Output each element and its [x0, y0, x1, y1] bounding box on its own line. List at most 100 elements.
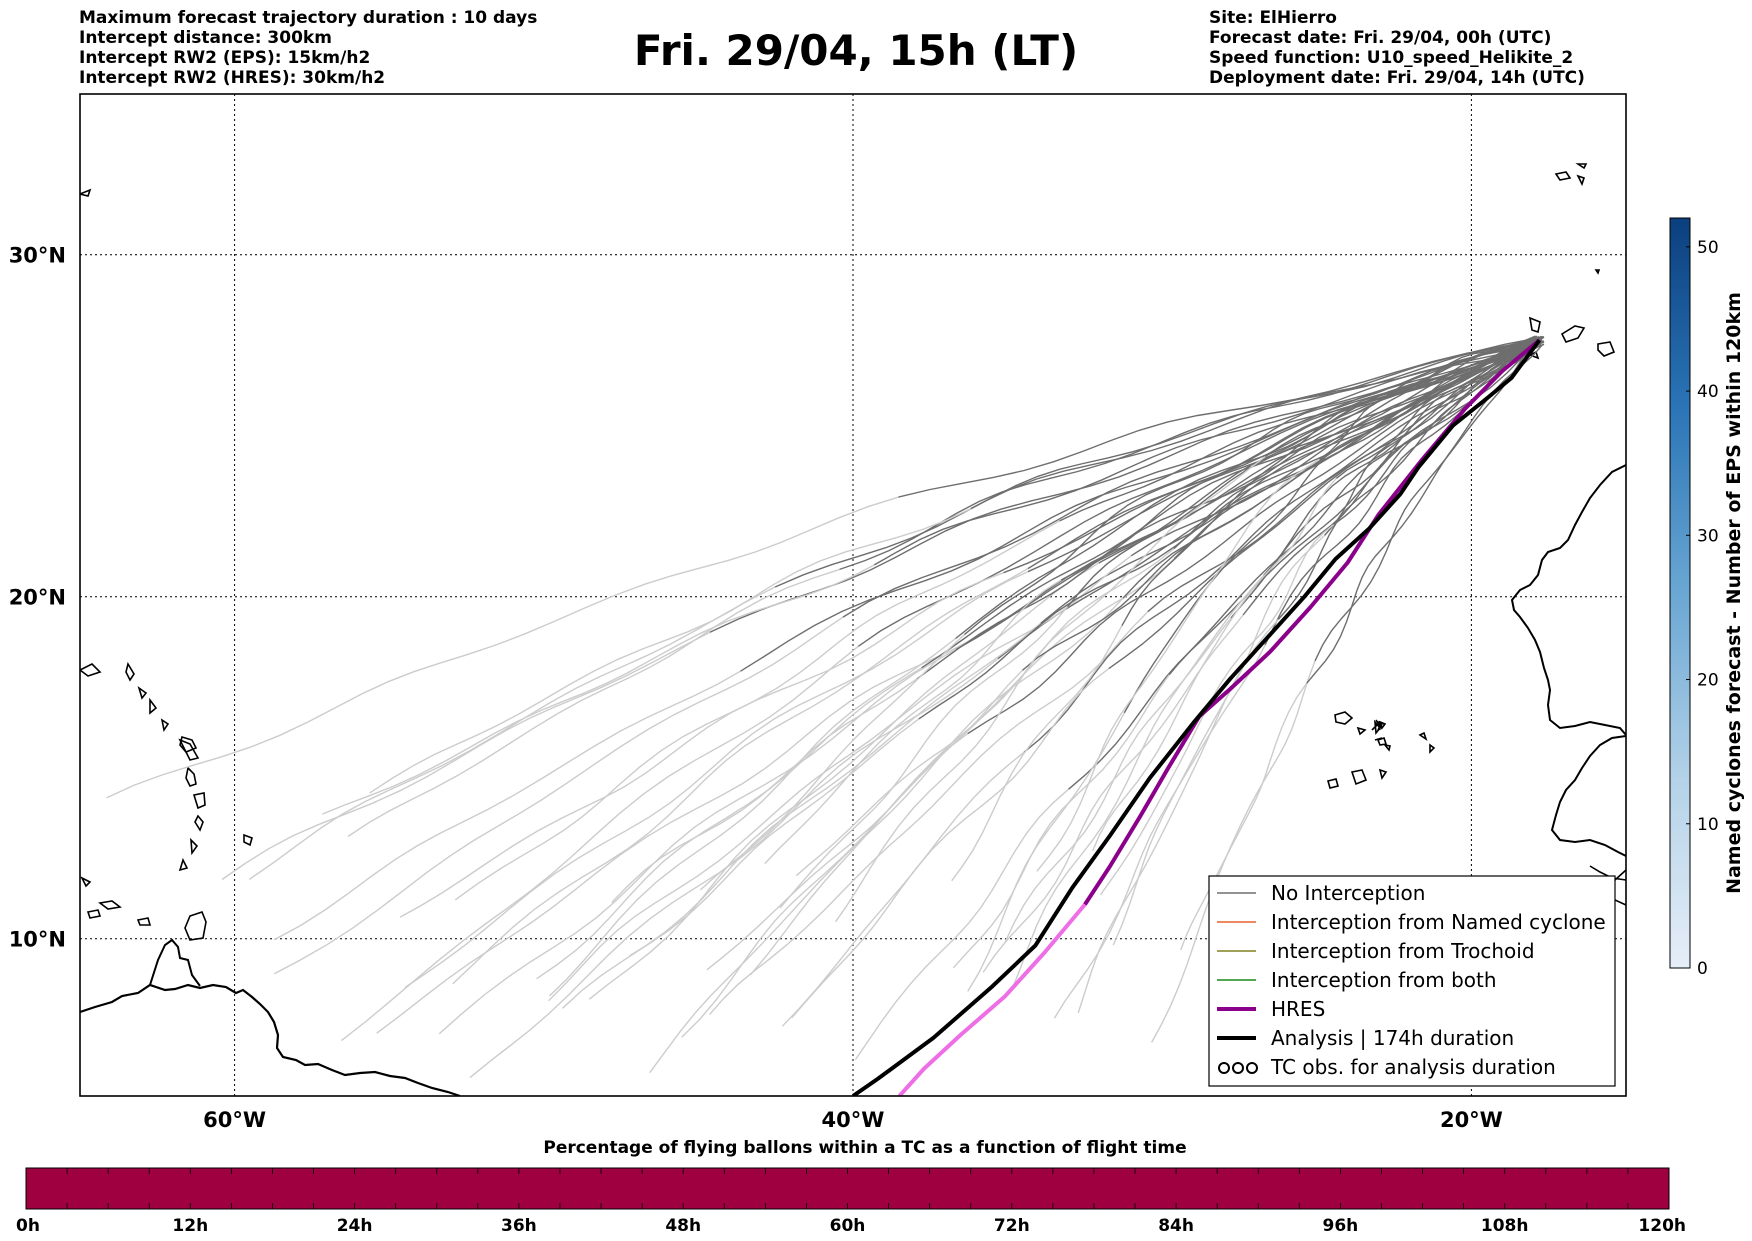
lesser-antilles-8	[185, 766, 197, 787]
eps-trajectory-late	[322, 564, 875, 815]
cape-verde-2	[1356, 726, 1367, 736]
eps-trajectory-late	[1180, 682, 1308, 951]
africa-coast	[1510, 464, 1626, 736]
curacao-aruba	[98, 900, 122, 910]
eps-trajectory-late	[699, 634, 965, 891]
margarita	[136, 917, 152, 926]
hres-trajectory	[1083, 338, 1541, 906]
tc-obs-marker	[1246, 1062, 1258, 1074]
lesser-antilles-7	[178, 738, 200, 761]
lesser-antilles-2	[125, 661, 135, 682]
lat-tick-label: 20°N	[9, 586, 66, 610]
eps-trajectory	[1324, 335, 1540, 536]
legend-label: Interception from both	[1271, 968, 1497, 992]
legend-label: Analysis | 174h duration	[1271, 1026, 1514, 1050]
eps-trajectory-late	[1150, 660, 1316, 1043]
eps-trajectory	[1264, 341, 1545, 458]
legend-label: HRES	[1271, 997, 1325, 1021]
trinidad-island	[184, 911, 207, 941]
eps-trajectory-late	[588, 562, 1100, 1000]
eps-trajectory-late	[649, 597, 1124, 1074]
canary-island-3	[1597, 341, 1616, 357]
canary-island-1	[1528, 316, 1541, 334]
eps-trajectory-late	[952, 674, 1170, 969]
eps-trajectory	[839, 340, 1545, 571]
eps-trajectory	[774, 335, 1542, 588]
lat-tick-label: 10°N	[9, 928, 66, 952]
madeira-island	[1554, 171, 1572, 181]
colorbar-time-label: 0h	[16, 1216, 40, 1236]
colorbar-tick-label: 0	[1697, 959, 1708, 979]
colorbar-tick-label: 40	[1697, 382, 1719, 402]
colorbar-time-label: 12h	[172, 1216, 208, 1236]
canary-island-5	[1528, 350, 1540, 360]
eps-trajectory	[1068, 337, 1541, 790]
eps-trajectory-late	[438, 648, 957, 1035]
colorbar-time-label: 60h	[830, 1216, 866, 1236]
legend: No Interception Interception from Named c…	[1208, 875, 1616, 1087]
cape-verde-11	[1371, 723, 1379, 731]
eps-trajectory-late	[764, 579, 1062, 865]
eps-trajectory-late	[273, 670, 741, 941]
eps-trajectory	[1314, 339, 1536, 662]
cape-verde-south-4	[1378, 768, 1388, 780]
lesser-antilles-12	[178, 857, 189, 872]
eps-trajectory	[1060, 341, 1542, 581]
eps-trajectory-late	[706, 733, 969, 971]
map-border	[79, 93, 1627, 1097]
cape-verde-sal	[1379, 721, 1385, 725]
eps-trajectory-late	[1100, 524, 1335, 896]
eps-trajectory-late	[791, 668, 1110, 1019]
lesser-antilles-9	[192, 792, 206, 810]
legend-box	[1208, 875, 1616, 1087]
axis-labels: 60°W 40°W 20°W 10°N 20°N 30°N	[9, 244, 1503, 1132]
analysis-trajectory	[851, 339, 1542, 1096]
eps-trajectory-late	[248, 586, 776, 880]
eps-trajectory-late	[629, 718, 920, 957]
header-right: Site: ElHierro Forecast date: Fri. 29/04…	[1209, 8, 1585, 88]
eps-trajectory-late	[536, 667, 922, 980]
colorbar-vertical: 0 10 20 30 40 50 Named cyclones forecast - Nu…	[1669, 217, 1745, 979]
eps-trajectory-late	[951, 625, 1123, 882]
header-right-line: Forecast date: Fri. 29/04, 00h (UTC)	[1209, 28, 1552, 48]
porto-santo	[1575, 163, 1588, 170]
colorbar-horizontal-fill	[25, 1167, 1670, 1210]
header-left-line: Maximum forecast trajectory duration : 1…	[79, 8, 538, 28]
eps-trajectory	[898, 339, 1540, 498]
lon-tick-label: 60°W	[203, 1108, 266, 1132]
colorbar-tick-label: 20	[1697, 671, 1719, 691]
eps-trajectory-late	[1112, 534, 1326, 946]
eps-trajectory-late	[376, 637, 975, 1034]
africa-coast-south	[1550, 735, 1626, 857]
eps-trajectory-late	[854, 788, 1070, 1060]
lesser-antilles-5	[160, 718, 170, 733]
caribbean-small	[80, 876, 92, 888]
eps-trajectory	[842, 342, 1536, 618]
eps-trajectory-late	[1036, 458, 1320, 872]
eps-trajectory	[1130, 336, 1544, 557]
tc-obs-marker	[1232, 1062, 1244, 1074]
colorbar-horizontal: Percentage of flying ballons within a TC…	[16, 1138, 1686, 1236]
eps-trajectory	[921, 343, 1540, 669]
lon-tick-label: 40°W	[822, 1108, 885, 1132]
tc-obs-marker	[1218, 1062, 1230, 1074]
eps-trajectory	[1263, 336, 1545, 576]
lesser-antilles-11	[190, 837, 199, 856]
lesser-antilles-4	[149, 697, 158, 715]
colorbar-tick-label: 10	[1697, 815, 1719, 835]
colorbar-time-label: 24h	[337, 1216, 373, 1236]
colorbar-tick-label: 30	[1697, 526, 1719, 546]
header-left-line: Intercept distance: 300km	[79, 28, 332, 48]
eps-trajectory	[1022, 343, 1545, 671]
colorbar-time-label: 36h	[501, 1216, 537, 1236]
eps-trajectory-late	[781, 751, 1025, 1027]
eps-trajectory	[1098, 342, 1536, 564]
eps-trajectory-late	[273, 616, 844, 975]
eps-trajectory-late	[1092, 477, 1337, 852]
eps-trajectory-late	[1077, 618, 1279, 1014]
venezuela-peninsula	[149, 938, 201, 987]
cape-verde-5	[1418, 731, 1428, 741]
lesser-antilles-10	[194, 814, 204, 832]
eps-trajectory	[970, 336, 1542, 510]
header-left: Maximum forecast trajectory duration : 1…	[79, 8, 537, 88]
